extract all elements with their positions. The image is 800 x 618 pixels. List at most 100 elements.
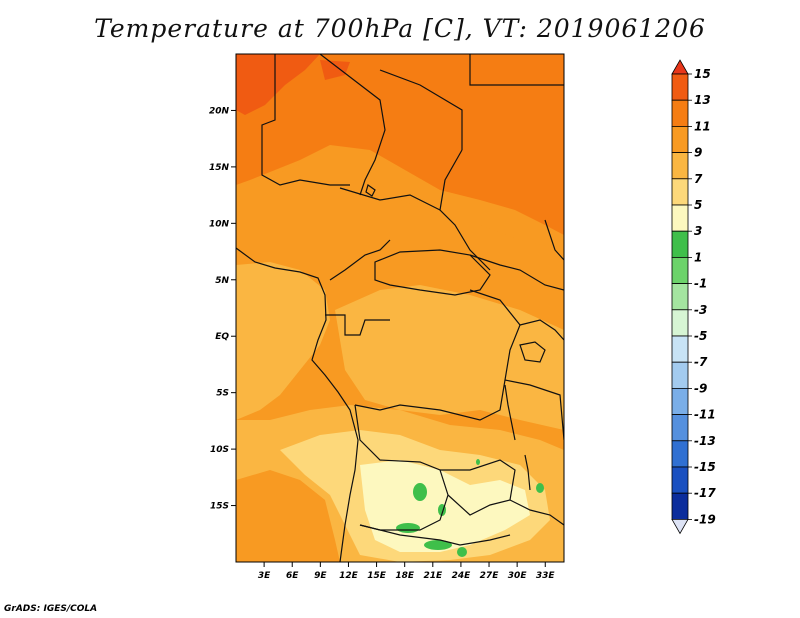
border-niger-libya xyxy=(379,69,463,150)
border-drc xyxy=(354,289,521,421)
lat-tick-label: 10N xyxy=(209,219,230,229)
lon-tick-label: 15E xyxy=(367,571,387,581)
lon-tick-label: 21E xyxy=(423,571,443,581)
border-car xyxy=(374,249,491,296)
border-namibia-botswana xyxy=(359,524,511,546)
border-mauritania-mali xyxy=(261,54,350,186)
colorbar-label: 5 xyxy=(694,198,702,212)
colorbar-bottom-arrow xyxy=(671,519,689,535)
border-zambia xyxy=(440,459,516,516)
border-egypt-sudan xyxy=(469,54,564,86)
lon-tick-label: 33E xyxy=(536,571,556,581)
lon-tick-label: 6E xyxy=(286,571,299,581)
colorbar-swatch xyxy=(671,492,689,520)
colorbar-swatch xyxy=(671,414,689,442)
lat-tick-label: 5S xyxy=(216,389,229,399)
lake-tanganyika xyxy=(504,384,516,441)
contour-9-11-sw-ocean xyxy=(236,470,340,562)
lon-tick-label: 24E xyxy=(452,571,472,581)
temperature-field xyxy=(236,54,564,562)
lon-tick-label: 18E xyxy=(395,571,415,581)
contour-13-15-nw xyxy=(236,54,320,115)
lat-tick-label: 5N xyxy=(215,276,229,286)
colorbar-swatch xyxy=(671,204,689,232)
latitude-axis: 20N 15N 10N 5N EQ 5S 10S 15S xyxy=(209,106,236,512)
colorbar-label: -3 xyxy=(694,303,707,317)
colorbar-label: -15 xyxy=(694,460,716,474)
colorbar-label: 11 xyxy=(694,119,711,133)
colorbar-label: -19 xyxy=(694,512,716,526)
colorbar-label: -13 xyxy=(694,434,716,448)
colorbar-swatch xyxy=(671,256,689,284)
lat-tick-label: 20N xyxy=(209,106,230,116)
lat-tick-label: 10S xyxy=(210,445,229,455)
lon-tick-label: 30E xyxy=(508,571,528,581)
border-ethiopia xyxy=(544,219,564,261)
contour-7-9-west xyxy=(236,262,330,420)
coastline-west-africa xyxy=(236,247,359,562)
border-mozambique xyxy=(509,499,564,526)
border-chad-sudan xyxy=(439,149,491,271)
colorbar-label: -11 xyxy=(694,408,716,422)
lat-tick-label: 15S xyxy=(210,502,229,512)
border-nigeria-cameroon xyxy=(329,239,391,281)
patch-1-3-c xyxy=(396,523,420,533)
colorbar-swatch xyxy=(671,440,689,468)
colorbar-label: -17 xyxy=(694,486,716,500)
colorbar: 15 13 11 9 7 5 3 1 -1 -3 -5 -7 -9 -11 -13 -15 -17 -19 xyxy=(671,59,716,535)
colorbar-swatch xyxy=(671,99,689,127)
colorbar-swatch xyxy=(671,387,689,415)
border-congo-gabon xyxy=(325,314,390,336)
map-title: Temperature at 700hPa [C], VT: 201906120… xyxy=(94,14,706,43)
lake-malawi xyxy=(524,454,531,491)
lake-chad xyxy=(365,184,376,197)
contour-9-11-sahel xyxy=(236,160,564,300)
border-niger-nigeria xyxy=(339,187,441,211)
colorbar-swatch xyxy=(671,230,689,258)
colorbar-swatch xyxy=(671,283,689,311)
lake-victoria xyxy=(519,341,546,363)
colorbar-label: 7 xyxy=(694,172,703,186)
border-angola xyxy=(354,404,449,531)
border-east-africa xyxy=(519,319,564,341)
colorbar-label: 13 xyxy=(694,93,711,107)
country-borders xyxy=(236,54,564,562)
colorbar-swatch xyxy=(671,152,689,180)
lon-tick-label: 9E xyxy=(314,571,327,581)
colorbar-swatch xyxy=(671,178,689,206)
patch-1-3-f xyxy=(536,483,544,493)
colorbar-label: 3 xyxy=(694,224,702,238)
border-tanzania xyxy=(504,379,564,441)
patch-1-3-g xyxy=(476,459,480,465)
border-sudan-south xyxy=(469,254,564,291)
colorbar-label: 9 xyxy=(694,146,702,160)
map-frame xyxy=(235,53,565,563)
colorbar-swatch xyxy=(671,361,689,389)
colorbar-swatch xyxy=(671,126,689,154)
border-algeria-mali xyxy=(319,54,386,196)
colorbar-swatch xyxy=(671,466,689,494)
colorbar-label: 1 xyxy=(694,250,702,264)
colorbar-label: -7 xyxy=(694,355,708,369)
colorbar-top-arrow xyxy=(671,59,689,75)
patch-1-3-e xyxy=(457,547,467,557)
patch-1-3-a xyxy=(413,483,427,501)
footer-credit: GrADS: IGES/COLA xyxy=(4,604,98,614)
longitude-axis: 3E 6E 9E 12E 15E 18E 21E 24E 27E 30E 33E xyxy=(258,562,556,581)
colorbar-swatch xyxy=(671,309,689,337)
lat-tick-label: EQ xyxy=(215,332,229,342)
colorbar-swatch xyxy=(671,335,689,363)
contour-13-15-nw2 xyxy=(320,60,350,80)
lat-tick-label: 15N xyxy=(209,163,230,173)
colorbar-label: -5 xyxy=(694,329,707,343)
lon-tick-label: 27E xyxy=(480,571,500,581)
patch-1-3-d xyxy=(424,540,452,550)
lon-tick-label: 3E xyxy=(258,571,271,581)
colorbar-swatch xyxy=(671,73,689,101)
colorbar-label: -1 xyxy=(694,277,707,291)
colorbar-label: -9 xyxy=(694,381,707,395)
contour-11-13-north xyxy=(236,54,564,235)
lon-tick-label: 12E xyxy=(339,571,359,581)
colorbar-label: 15 xyxy=(694,67,711,81)
